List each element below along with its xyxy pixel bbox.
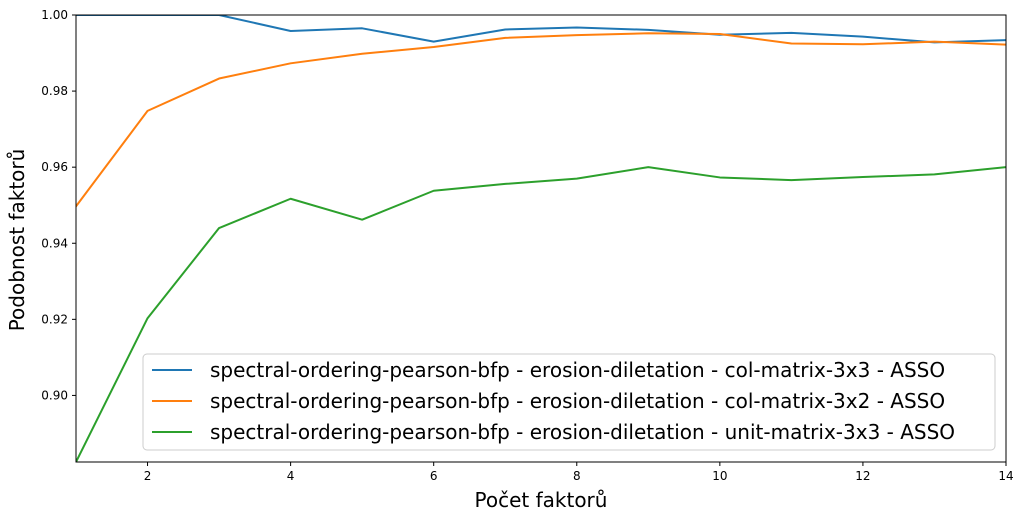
- x-tick-label: 10: [712, 469, 727, 483]
- y-tick-label: 0.98: [41, 84, 68, 98]
- x-tick-label: 12: [855, 469, 870, 483]
- y-axis-title: Podobnost faktorů: [5, 149, 29, 332]
- y-axis-ticks: 0.90 0.92 0.94 0.96 0.98 1.00: [41, 8, 76, 402]
- legend-label-2: spectral-ordering-pearson-bfp - erosion-…: [210, 420, 955, 444]
- x-tick-label: 8: [573, 469, 581, 483]
- series-line-0: [76, 15, 1006, 44]
- y-tick-label: 0.94: [41, 236, 68, 250]
- legend: spectral-ordering-pearson-bfp - erosion-…: [142, 353, 996, 451]
- x-tick-label: 4: [287, 469, 295, 483]
- series-line-2: [76, 166, 1006, 462]
- series-lines: [76, 15, 1006, 462]
- legend-box: [142, 353, 996, 451]
- y-tick-label: 0.96: [41, 160, 68, 174]
- y-tick-label: 0.90: [41, 388, 68, 402]
- legend-label-0: spectral-ordering-pearson-bfp - erosion-…: [210, 358, 945, 382]
- y-tick-label: 0.92: [41, 312, 68, 326]
- x-tick-label: 2: [144, 469, 152, 483]
- x-tick-label: 14: [998, 469, 1013, 483]
- series-line-1: [76, 32, 1006, 208]
- x-axis-ticks: 2 4 6 8 10 12 14: [144, 462, 1014, 483]
- x-tick-label: 6: [430, 469, 438, 483]
- legend-label-1: spectral-ordering-pearson-bfp - erosion-…: [210, 389, 945, 413]
- x-axis-title: Počet faktorů: [475, 488, 608, 512]
- y-tick-label: 1.00: [41, 8, 68, 22]
- plot-frame: [75, 14, 1007, 463]
